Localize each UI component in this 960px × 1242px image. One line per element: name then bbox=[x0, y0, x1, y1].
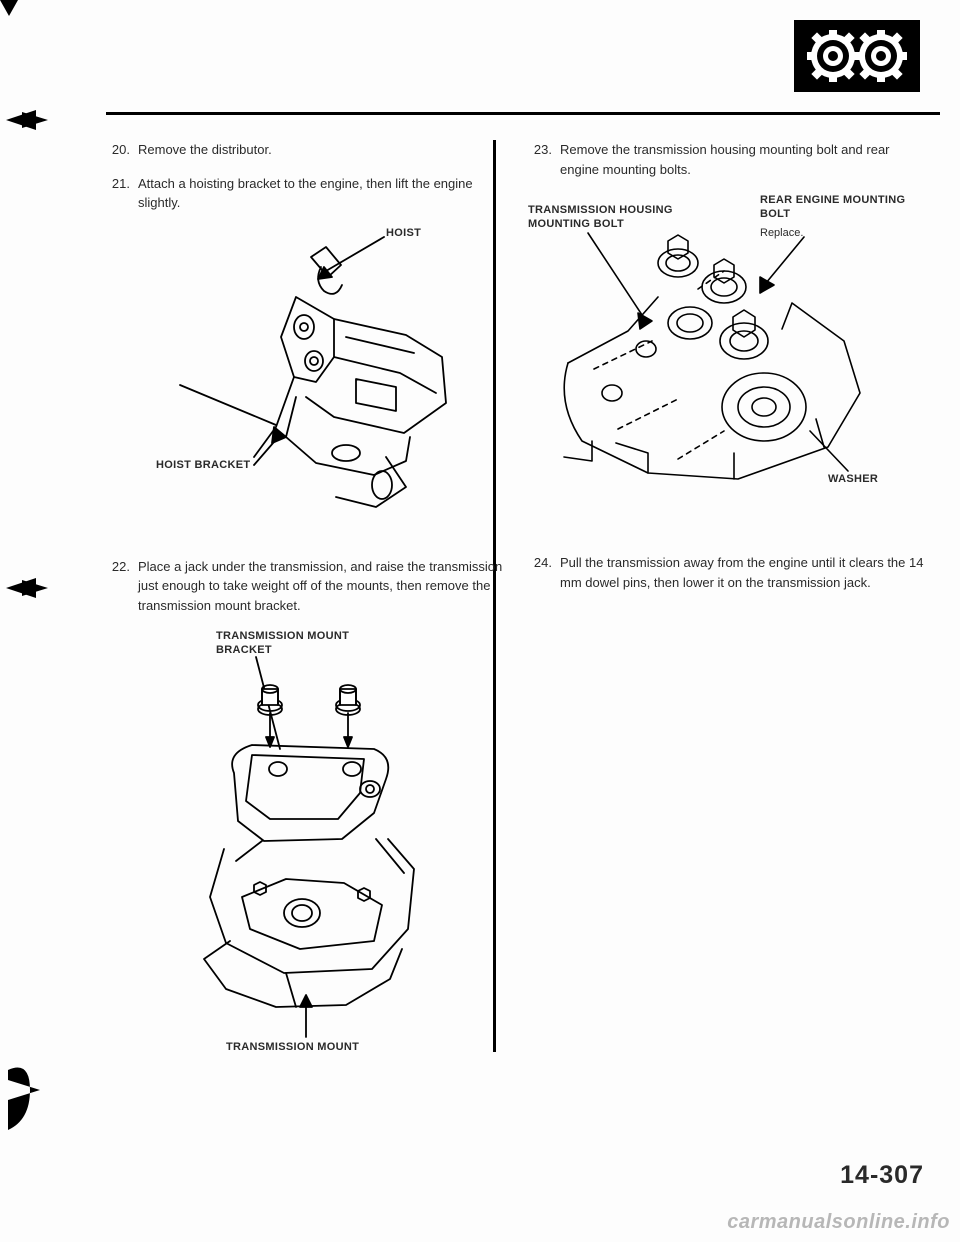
washer-label: WASHER bbox=[828, 473, 878, 485]
page-number: 14-307 bbox=[840, 1161, 924, 1190]
step-text: Pull the transmission away from the engi… bbox=[560, 553, 930, 592]
mount-bracket-label: TRANSMISSION MOUNT BRACKET bbox=[216, 629, 349, 658]
step-24: 24. Pull the transmission away from the … bbox=[528, 553, 930, 592]
step-number: 22. bbox=[106, 557, 130, 616]
step-text: Remove the distributor. bbox=[138, 140, 508, 160]
step-number: 21. bbox=[106, 174, 130, 213]
figure-hoist: HOIST HOIST BRACKET bbox=[146, 227, 508, 527]
watermark: carmanualsonline.info bbox=[727, 1211, 950, 1234]
step-21: 21. Attach a hoisting bracket to the eng… bbox=[106, 174, 508, 213]
step-text: Place a jack under the transmission, and… bbox=[138, 557, 508, 616]
step-23: 23. Remove the transmission housing moun… bbox=[528, 140, 930, 179]
step-text: Attach a hoisting bracket to the engine,… bbox=[138, 174, 508, 213]
step-20: 20. Remove the distributor. bbox=[106, 140, 508, 160]
step-22: 22. Place a jack under the transmission,… bbox=[106, 557, 508, 616]
hoist-bracket-label: HOIST BRACKET bbox=[156, 459, 250, 471]
figure-housing-bolt: TRANSMISSION HOUSING MOUNTING BOLT REAR … bbox=[528, 193, 930, 523]
gear-logo bbox=[794, 20, 920, 92]
right-column: 23. Remove the transmission housing moun… bbox=[528, 140, 930, 1172]
housing-bolt-label: TRANSMISSION HOUSING MOUNTING BOLT bbox=[528, 203, 673, 232]
rear-bolt-label: REAR ENGINE MOUNTING BOLT Replace. bbox=[760, 193, 905, 242]
step-text: Remove the transmission housing mounting… bbox=[560, 140, 930, 179]
horizontal-rule bbox=[106, 112, 940, 115]
left-column: 20. Remove the distributor. 21. Attach a… bbox=[106, 140, 508, 1172]
mount-label: TRANSMISSION MOUNT bbox=[226, 1041, 359, 1053]
step-number: 23. bbox=[528, 140, 552, 179]
hoist-label: HOIST bbox=[386, 227, 421, 239]
step-number: 24. bbox=[528, 553, 552, 592]
step-number: 20. bbox=[106, 140, 130, 160]
figure-transmission-mount: TRANSMISSION MOUNT BRACKET TRANSMISSION … bbox=[146, 629, 508, 1059]
